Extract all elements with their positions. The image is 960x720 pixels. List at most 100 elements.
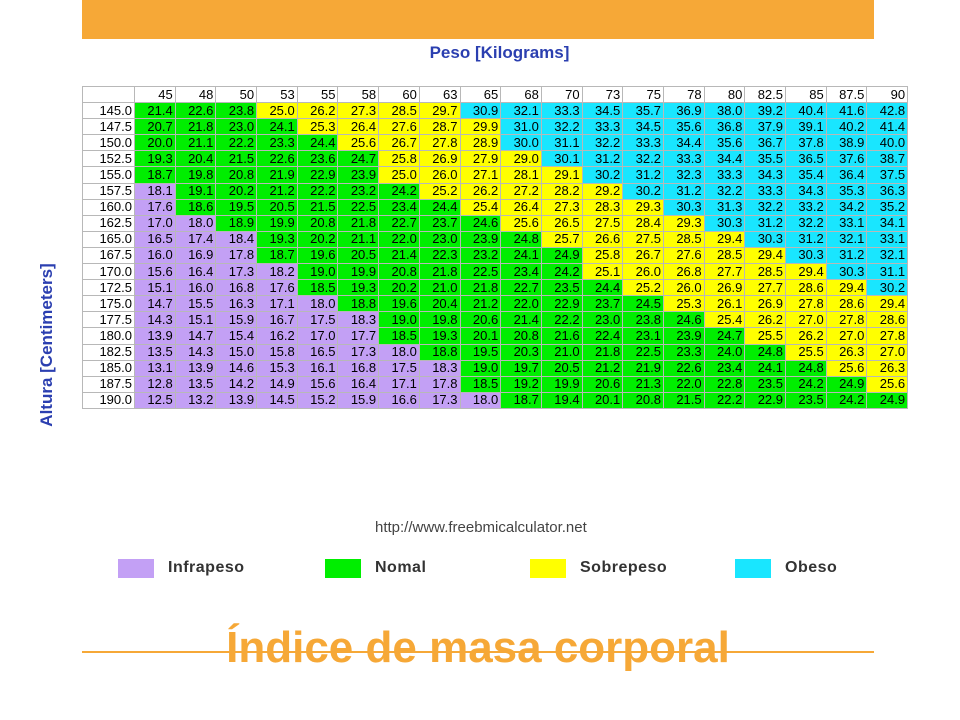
table-row: 145.0 21.4 22.6 23.8 25.0 26.2 27.3 28.5 29.7 30.… (82, 102, 909, 120)
bmi-cell: 15.8 (256, 343, 298, 361)
bmi-cell: 24.2 (785, 375, 827, 393)
bmi-cell: 36.8 (703, 118, 746, 136)
bmi-cell: 33.1 (866, 230, 909, 248)
bmi-cell: 15.2 (296, 391, 339, 409)
height-header: 157.5 (82, 182, 135, 200)
bmi-cell: 20.6 (581, 375, 624, 393)
bmi-cell: 17.3 (418, 391, 461, 409)
bmi-cell: 27.8 (785, 295, 827, 313)
bmi-cell: 17.5 (378, 359, 420, 377)
table-row: 162.5 17.0 18.0 18.9 19.9 20.8 21.8 22.7 23.7 24.… (82, 214, 909, 232)
bmi-cell: 24.6 (662, 311, 705, 329)
source-url: http://www.freebmicalculator.net (375, 519, 587, 536)
bmi-cell: 25.5 (785, 343, 827, 361)
bmi-cell: 23.9 (337, 166, 380, 184)
bmi-cell: 21.2 (581, 359, 624, 377)
weight-header: 90 (866, 85, 909, 104)
bmi-cell: 24.5 (622, 295, 664, 313)
bmi-cell: 24.9 (866, 391, 909, 409)
bmi-cell: 28.5 (662, 230, 705, 248)
bmi-cell: 19.0 (296, 263, 339, 281)
bmi-cell: 29.9 (459, 118, 502, 136)
bmi-cell: 19.2 (500, 375, 542, 393)
bmi-cell: 20.2 (296, 230, 339, 248)
bmi-cell: 23.2 (459, 246, 502, 265)
bmi-cell: 21.5 (296, 198, 339, 216)
bmi-cell: 22.6 (174, 102, 217, 120)
bmi-cell: 24.1 (256, 118, 298, 136)
bmi-cell: 20.8 (378, 263, 420, 281)
bmi-cell: 15.4 (215, 327, 258, 345)
bmi-cell: 25.0 (378, 166, 420, 184)
bmi-cell: 27.8 (866, 327, 909, 345)
bmi-cell: 15.0 (215, 343, 258, 361)
table-row: 167.5 16.0 16.9 17.8 18.7 19.6 20.5 21.4 22.3 23.… (82, 246, 909, 265)
bmi-cell: 20.5 (540, 359, 583, 377)
bmi-cell: 34.5 (581, 102, 624, 120)
bmi-cell: 22.5 (459, 263, 502, 281)
bmi-cell: 28.7 (418, 118, 461, 136)
bmi-cell: 25.8 (581, 246, 624, 265)
bmi-cell: 19.9 (256, 214, 298, 232)
bmi-cell: 27.0 (785, 311, 827, 329)
bmi-cell: 29.2 (581, 182, 624, 200)
bmi-cell: 18.4 (215, 230, 258, 248)
table-row: 157.5 18.1 19.1 20.2 21.2 22.2 23.2 24.2 25.2 26.… (82, 182, 909, 200)
bmi-cell: 15.1 (134, 279, 176, 297)
legend-item: Obeso (735, 557, 837, 579)
bmi-cell: 19.3 (418, 327, 461, 345)
bmi-cell: 34.3 (785, 182, 827, 200)
bmi-cell: 27.8 (825, 311, 868, 329)
bmi-cell: 30.9 (459, 102, 502, 120)
bmi-cell: 16.4 (337, 375, 380, 393)
bmi-cell: 18.3 (337, 311, 380, 329)
legend-swatch (118, 558, 154, 578)
bmi-cell: 24.7 (703, 327, 746, 345)
title-underline (82, 651, 874, 653)
bmi-cell: 25.0 (256, 102, 298, 120)
bmi-cell: 17.5 (296, 311, 339, 329)
bmi-cell: 30.2 (622, 182, 664, 200)
bmi-cell: 21.8 (581, 343, 624, 361)
bmi-cell: 18.1 (134, 182, 176, 200)
bmi-cell: 27.3 (540, 198, 583, 216)
bmi-cell: 23.4 (378, 198, 420, 216)
bmi-cell: 18.5 (378, 327, 420, 345)
bmi-cell: 19.6 (296, 246, 339, 265)
bmi-cell: 24.2 (378, 182, 420, 200)
bmi-cell: 24.4 (296, 134, 339, 152)
bmi-cell: 34.5 (622, 118, 664, 136)
bmi-cell: 19.6 (378, 295, 420, 313)
bmi-cell: 19.0 (459, 359, 502, 377)
bmi-cell: 35.6 (703, 134, 746, 152)
bmi-cell: 29.4 (703, 230, 746, 248)
bmi-cell: 23.2 (337, 182, 380, 200)
bmi-cell: 19.4 (540, 391, 583, 409)
bmi-cell: 19.3 (256, 230, 298, 248)
bmi-cell: 24.2 (540, 263, 583, 281)
bmi-cell: 35.7 (622, 102, 664, 120)
weight-header: 85 (785, 85, 827, 104)
table-row: 147.5 20.7 21.8 23.0 24.1 25.3 26.4 27.6 28.7 29.… (82, 118, 909, 136)
bmi-cell: 29.0 (500, 150, 542, 168)
bmi-cell: 18.0 (174, 214, 217, 232)
bmi-cell: 24.8 (785, 359, 827, 377)
bmi-cell: 21.0 (418, 279, 461, 297)
bmi-cell: 21.9 (256, 166, 298, 184)
bmi-cell: 17.3 (215, 263, 258, 281)
bmi-cell: 21.5 (662, 391, 705, 409)
bmi-cell: 27.5 (581, 214, 624, 232)
bmi-cell: 18.0 (378, 343, 420, 361)
bmi-cell: 13.9 (134, 327, 176, 345)
bmi-cell: 20.8 (500, 327, 542, 345)
bmi-cell: 13.2 (174, 391, 217, 409)
bmi-cell: 28.5 (378, 102, 420, 120)
bmi-cell: 18.8 (337, 295, 380, 313)
bmi-cell: 20.8 (215, 166, 258, 184)
y-axis-title: Altura [Centimeters] (37, 263, 56, 427)
bmi-cell: 31.2 (785, 230, 827, 248)
bmi-cell: 32.2 (703, 182, 746, 200)
bmi-cell: 23.7 (581, 295, 624, 313)
bmi-cell: 40.0 (866, 134, 909, 152)
bmi-cell: 17.7 (337, 327, 380, 345)
